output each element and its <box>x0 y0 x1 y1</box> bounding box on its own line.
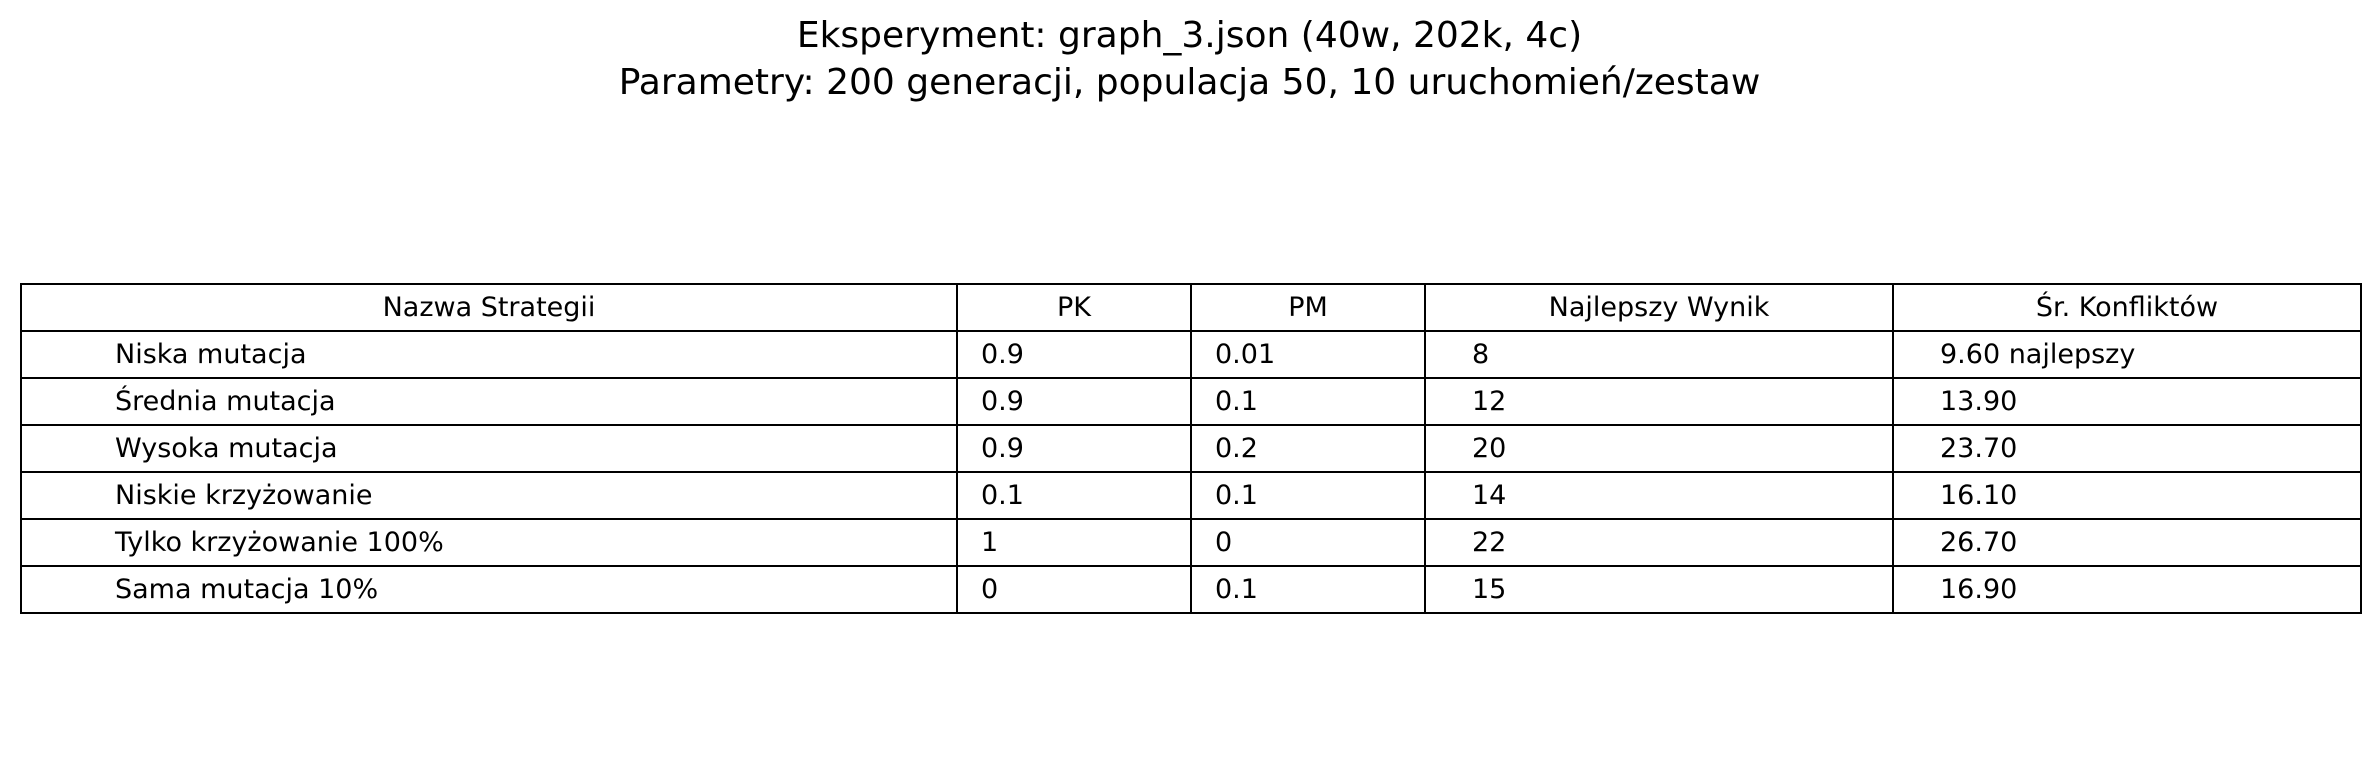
strategy-name-cell: Niska mutacja <box>20 330 958 379</box>
table-row: Niskie krzyżowanie 0.1 0.1 14 16.10 <box>20 471 2362 520</box>
table-row: Średnia mutacja 0.9 0.1 12 13.90 <box>20 377 2362 426</box>
header-avg-conflicts: Śr. Konfliktów <box>1892 283 2362 332</box>
results-table: Nazwa Strategii PK PM Najlepszy Wynik Śr… <box>20 283 2362 614</box>
table-row: Niska mutacja 0.9 0.01 8 9.60 najlepszy <box>20 330 2362 379</box>
header-best-result: Najlepszy Wynik <box>1424 283 1894 332</box>
pm-cell: 0.1 <box>1190 565 1426 614</box>
avg-conflicts-cell: 23.70 <box>1892 424 2362 473</box>
best-result-cell: 14 <box>1424 471 1894 520</box>
strategy-name-cell: Niskie krzyżowanie <box>20 471 958 520</box>
pk-cell: 0.1 <box>956 471 1192 520</box>
pk-cell: 0.9 <box>956 330 1192 379</box>
table-header-row: Nazwa Strategii PK PM Najlepszy Wynik Śr… <box>20 283 2362 332</box>
table-row: Wysoka mutacja 0.9 0.2 20 23.70 <box>20 424 2362 473</box>
avg-conflicts-cell: 9.60 najlepszy <box>1892 330 2362 379</box>
table-row: Sama mutacja 10% 0 0.1 15 16.90 <box>20 565 2362 614</box>
best-result-cell: 20 <box>1424 424 1894 473</box>
avg-conflicts-cell: 13.90 <box>1892 377 2362 426</box>
avg-conflicts-cell: 16.90 <box>1892 565 2362 614</box>
pk-cell: 1 <box>956 518 1192 567</box>
strategy-name-cell: Średnia mutacja <box>20 377 958 426</box>
pm-cell: 0.1 <box>1190 377 1426 426</box>
pm-cell: 0.2 <box>1190 424 1426 473</box>
chart-subtitle: Parametry: 200 generacji, populacja 50, … <box>618 62 1761 103</box>
pm-cell: 0.1 <box>1190 471 1426 520</box>
table-row: Tylko krzyżowanie 100% 1 0 22 26.70 <box>20 518 2362 567</box>
best-result-cell: 12 <box>1424 377 1894 426</box>
best-result-cell: 15 <box>1424 565 1894 614</box>
pk-cell: 0 <box>956 565 1192 614</box>
chart-title-block: Eksperyment: graph_3.json (40w, 202k, 4c… <box>0 12 2379 106</box>
chart-title: Eksperyment: graph_3.json (40w, 202k, 4c… <box>796 15 1583 56</box>
strategy-name-cell: Tylko krzyżowanie 100% <box>20 518 958 567</box>
avg-conflicts-cell: 26.70 <box>1892 518 2362 567</box>
pk-cell: 0.9 <box>956 377 1192 426</box>
header-pm: PM <box>1190 283 1426 332</box>
strategy-name-cell: Wysoka mutacja <box>20 424 958 473</box>
best-result-cell: 22 <box>1424 518 1894 567</box>
table-body: Niska mutacja 0.9 0.01 8 9.60 najlepszy Średn… <box>20 330 2362 614</box>
header-strategy-name: Nazwa Strategii <box>20 283 958 332</box>
strategy-name-cell: Sama mutacja 10% <box>20 565 958 614</box>
best-result-cell: 8 <box>1424 330 1894 379</box>
header-pk: PK <box>956 283 1192 332</box>
pm-cell: 0.01 <box>1190 330 1426 379</box>
avg-conflicts-cell: 16.10 <box>1892 471 2362 520</box>
pk-cell: 0.9 <box>956 424 1192 473</box>
pm-cell: 0 <box>1190 518 1426 567</box>
